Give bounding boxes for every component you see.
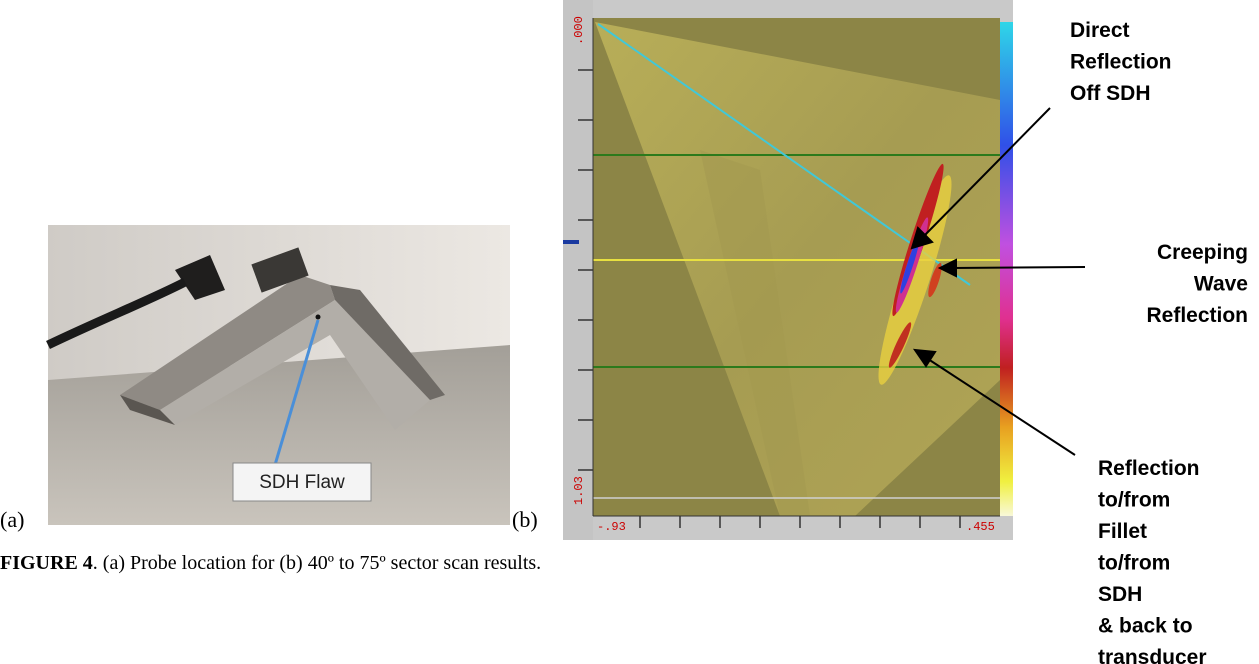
- caption-label: FIGURE 4: [0, 552, 93, 574]
- annotation-line: Wave: [1194, 273, 1248, 296]
- panel-label: (b): [512, 507, 538, 532]
- annotation-line: Fillet: [1098, 520, 1147, 543]
- caption: FIGURE 4. (a) Probe location for (b) 40º…: [0, 552, 541, 574]
- annotation-line: Off SDH: [1070, 82, 1151, 105]
- caption-text: . (a) Probe location for (b) 40º to 75º …: [93, 552, 541, 574]
- panel-label: (a): [0, 507, 24, 532]
- sector-scan: .000 1.03 -.93 .455: [563, 0, 1013, 540]
- annotation-line: Direct: [1070, 19, 1130, 42]
- screen-label: .455: [966, 520, 995, 534]
- screen-label: .000: [572, 16, 586, 45]
- annotation-line: SDH: [1098, 583, 1142, 606]
- annotation-line: & back to: [1098, 615, 1193, 638]
- annotation-line: Reflection: [1146, 304, 1248, 327]
- annotation-line: to/from: [1098, 489, 1170, 512]
- photo: SDH Flaw: [46, 225, 510, 525]
- annotation-line: to/from: [1098, 552, 1170, 575]
- annotation-line: Reflection: [1070, 51, 1172, 74]
- annotation-line: transducer: [1098, 646, 1207, 664]
- annotation-arrows: [910, 107, 1086, 456]
- callout-label: SDH Flaw: [259, 472, 345, 493]
- annotation-line: Creeping: [1157, 241, 1248, 264]
- annotations: Direct Reflection Off SDH Creeping Wave Refle…: [1070, 19, 1248, 664]
- screen-label: 1.03: [572, 476, 586, 505]
- annotation-line: Reflection: [1098, 457, 1200, 480]
- screen-label: -.93: [597, 520, 626, 534]
